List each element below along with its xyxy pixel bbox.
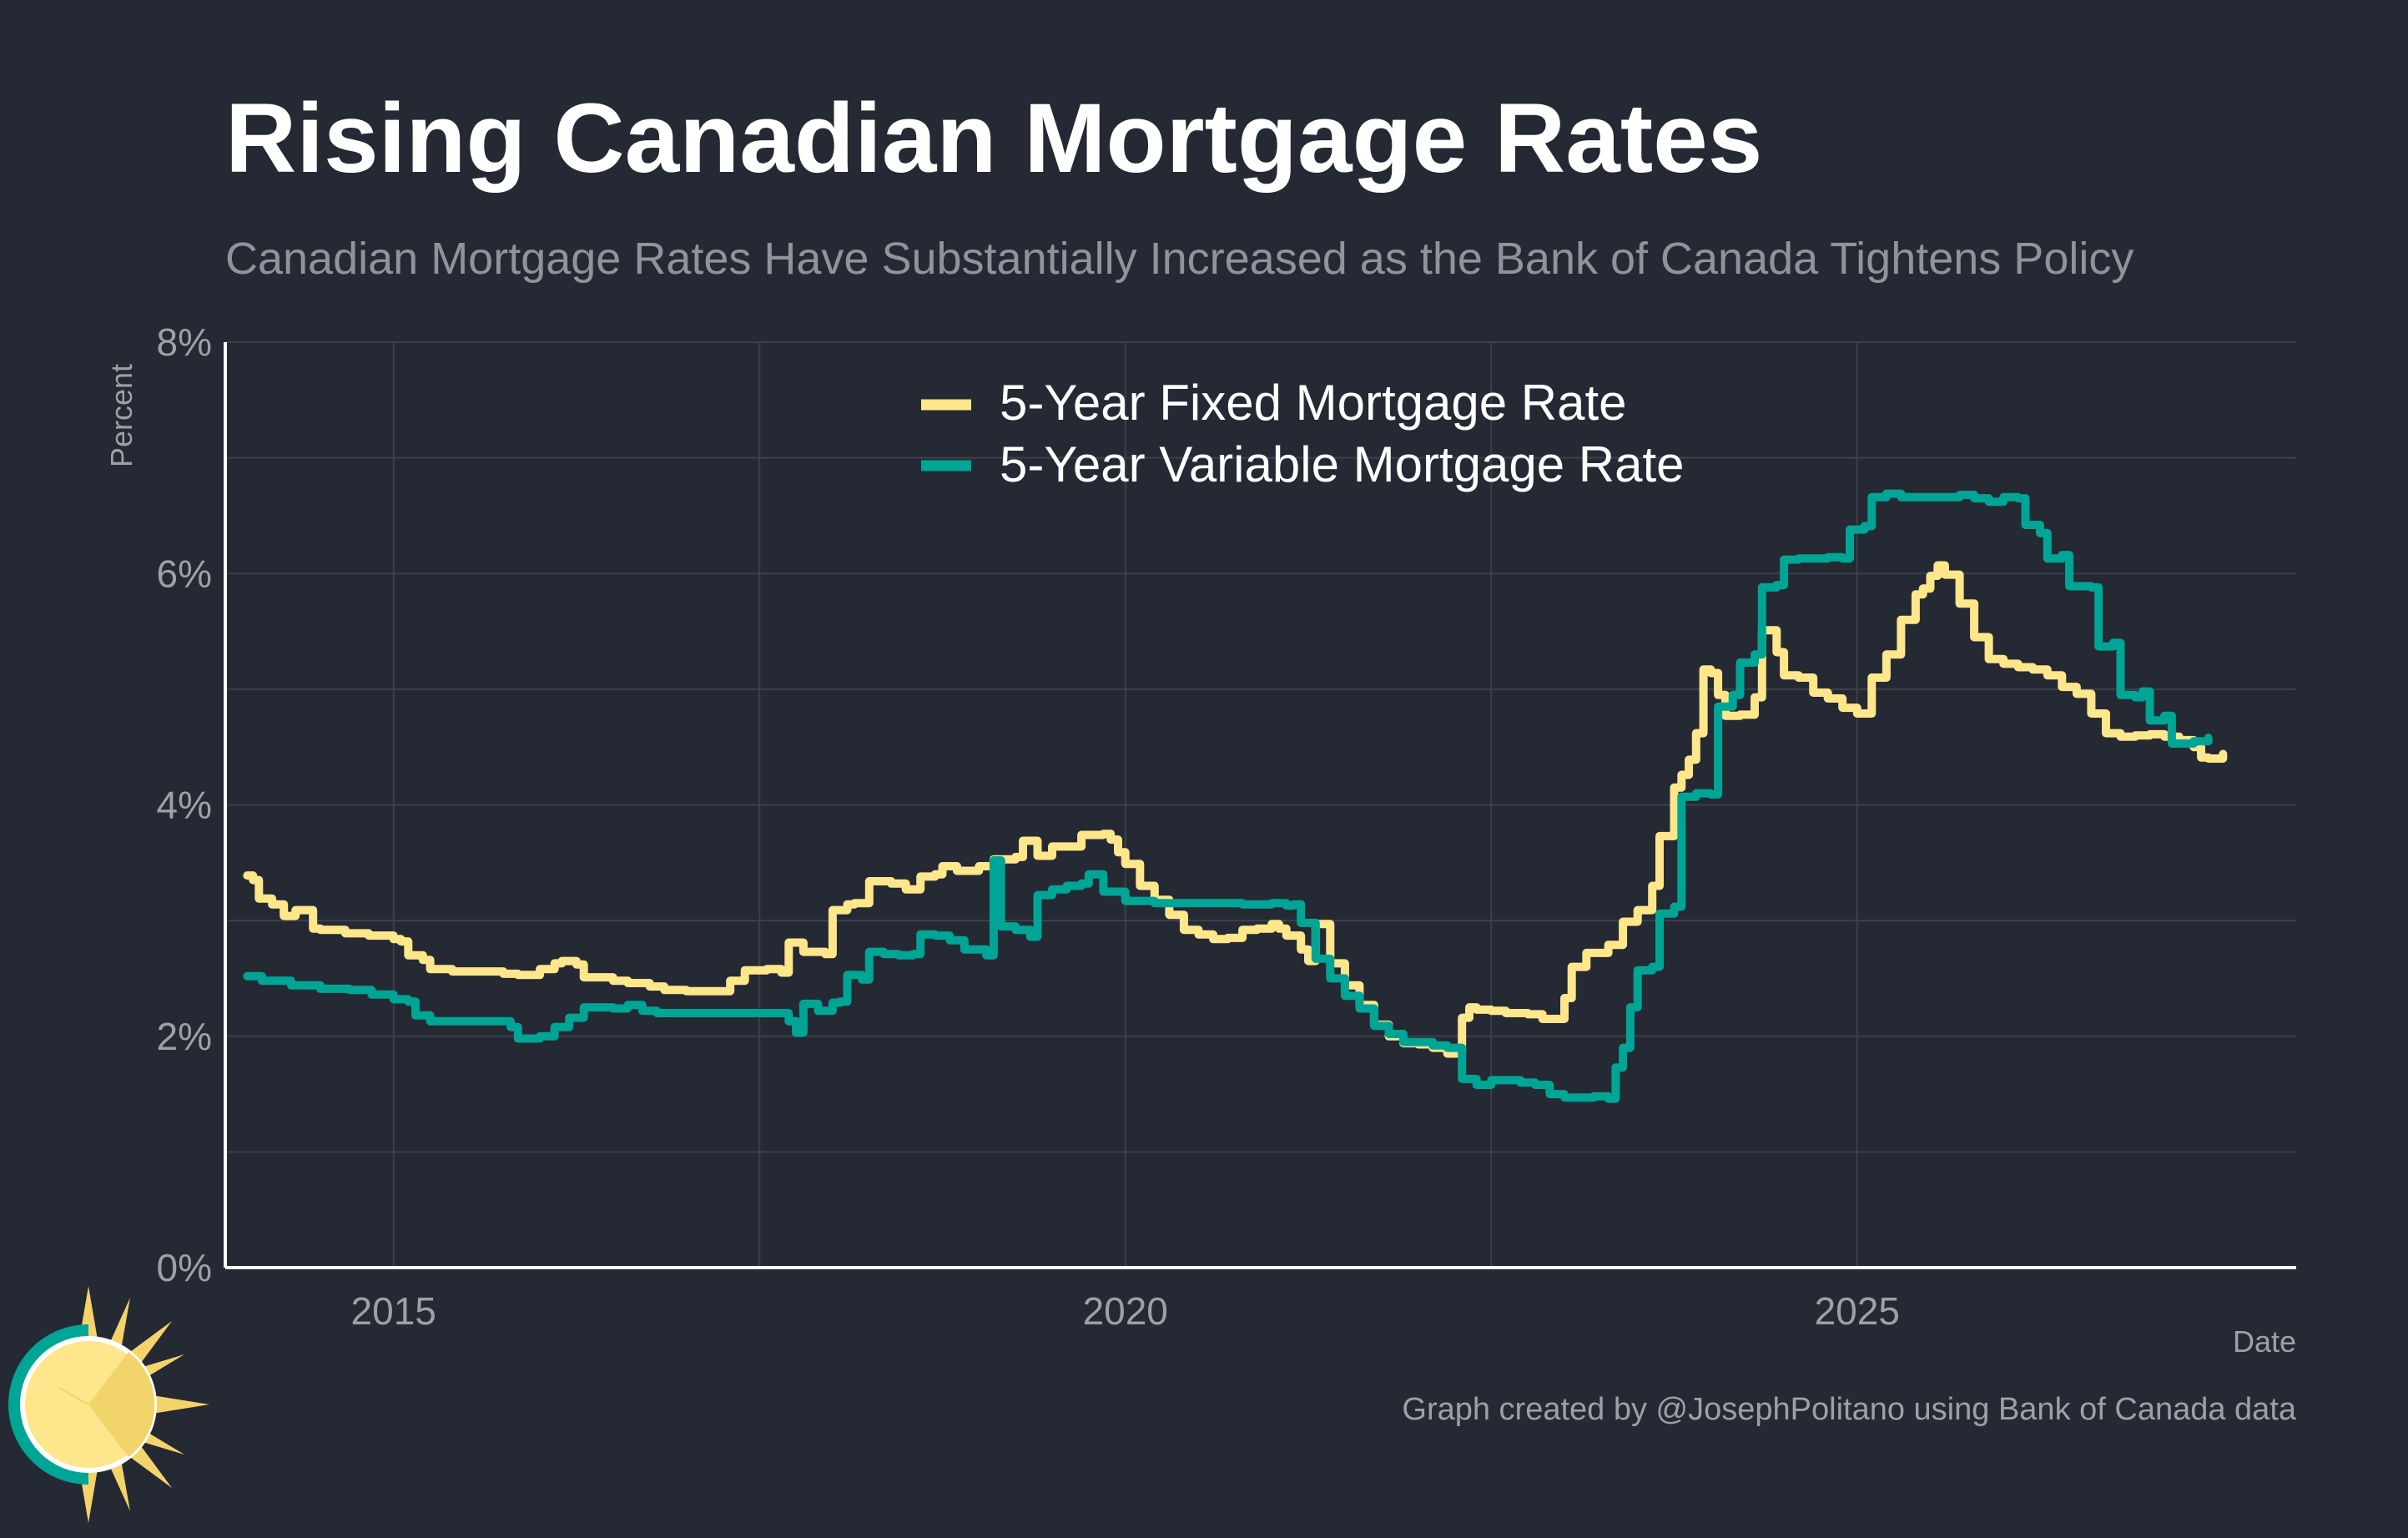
legend-item-fixed: 5-Year Fixed Mortgage Rate (921, 375, 1627, 431)
x-axis-ticks: 2015 2020 2025 (351, 1289, 1900, 1333)
x-tick-label: 2020 (1083, 1289, 1168, 1333)
chart-subtitle: Canadian Mortgage Rates Have Substantial… (225, 234, 2133, 284)
y-tick-label: 0% (157, 1246, 212, 1289)
x-tick-label: 2015 (351, 1289, 436, 1333)
y-tick-label: 8% (157, 320, 212, 364)
series-line-fixed (243, 561, 2228, 1058)
legend-label-fixed: 5-Year Fixed Mortgage Rate (1000, 375, 1627, 431)
sun-logo-icon (8, 1286, 209, 1523)
axes (224, 342, 2296, 1269)
caption: Graph created by @JosephPolitano using B… (1402, 1392, 2296, 1427)
legend-item-variable: 5-Year Variable Mortgage Rate (921, 436, 1685, 492)
y-tick-label: 4% (157, 784, 212, 827)
y-axis-ticks: 0% 2% 4% 6% 8% (157, 320, 212, 1289)
x-axis-title: Date (2233, 1324, 2296, 1359)
y-tick-label: 6% (157, 552, 212, 595)
chart-title: Rising Canadian Mortgage Rates (225, 83, 1762, 194)
series-lines (243, 489, 2228, 1103)
series-line-variable (243, 489, 2213, 1103)
y-tick-label: 2% (157, 1015, 212, 1058)
legend-label-variable: 5-Year Variable Mortgage Rate (1000, 436, 1685, 492)
x-tick-label: 2025 (1815, 1289, 1900, 1333)
legend: 5-Year Fixed Mortgage Rate 5-Year Variab… (921, 375, 1685, 492)
y-axis-title: Percent (104, 364, 139, 467)
